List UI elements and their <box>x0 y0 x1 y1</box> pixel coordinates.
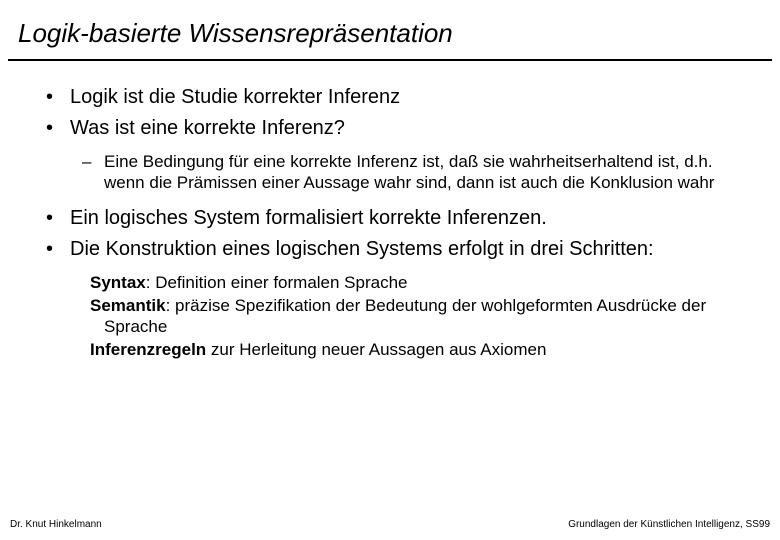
sub-bullet-list: Eine Bedingung für eine korrekte Inferen… <box>70 151 748 194</box>
definition-term: Syntax <box>90 273 146 292</box>
sub-bullet-text: Eine Bedingung für eine korrekte Inferen… <box>104 152 714 192</box>
definition-text: zur Herleitung neuer Aussagen aus Axiome… <box>206 340 546 359</box>
footer-author: Dr. Knut Hinkelmann <box>10 519 102 530</box>
bullet-item: Die Konstruktion eines logischen Systems… <box>70 237 748 361</box>
definitions-block: Syntax: Definition einer formalen Sprach… <box>90 272 748 361</box>
definition-line: Syntax: Definition einer formalen Sprach… <box>90 272 748 293</box>
bullet-item: Was ist eine korrekte Inferenz? Eine Bed… <box>70 116 748 194</box>
bullet-text: Was ist eine korrekte Inferenz? <box>70 117 345 139</box>
definition-text: : präzise Spezifikation der Bedeutung de… <box>104 296 706 336</box>
slide-title: Logik-basierte Wissensrepräsentation <box>0 0 780 59</box>
slide-content: Logik ist die Studie korrekter Inferenz … <box>0 61 780 361</box>
slide: Logik-basierte Wissensrepräsentation Log… <box>0 0 780 540</box>
bullet-item: Logik ist die Studie korrekter Inferenz <box>70 85 748 110</box>
bullet-text: Logik ist die Studie korrekter Inferenz <box>70 86 400 108</box>
definition-term: Inferenzregeln <box>90 340 206 359</box>
bullet-text: Ein logisches System formalisiert korrek… <box>70 207 547 229</box>
bullet-text: Die Konstruktion eines logischen Systems… <box>70 238 654 260</box>
definition-line: Semantik: präzise Spezifikation der Bede… <box>90 295 748 338</box>
definition-text: : Definition einer formalen Sprache <box>146 273 408 292</box>
sub-bullet-item: Eine Bedingung für eine korrekte Inferen… <box>104 151 748 194</box>
definition-term: Semantik <box>90 296 166 315</box>
footer-course: Grundlagen der Künstlichen Intelligenz, … <box>568 519 770 530</box>
definition-line: Inferenzregeln zur Herleitung neuer Auss… <box>90 339 748 360</box>
bullet-list: Logik ist die Studie korrekter Inferenz … <box>32 85 748 361</box>
bullet-item: Ein logisches System formalisiert korrek… <box>70 206 748 231</box>
